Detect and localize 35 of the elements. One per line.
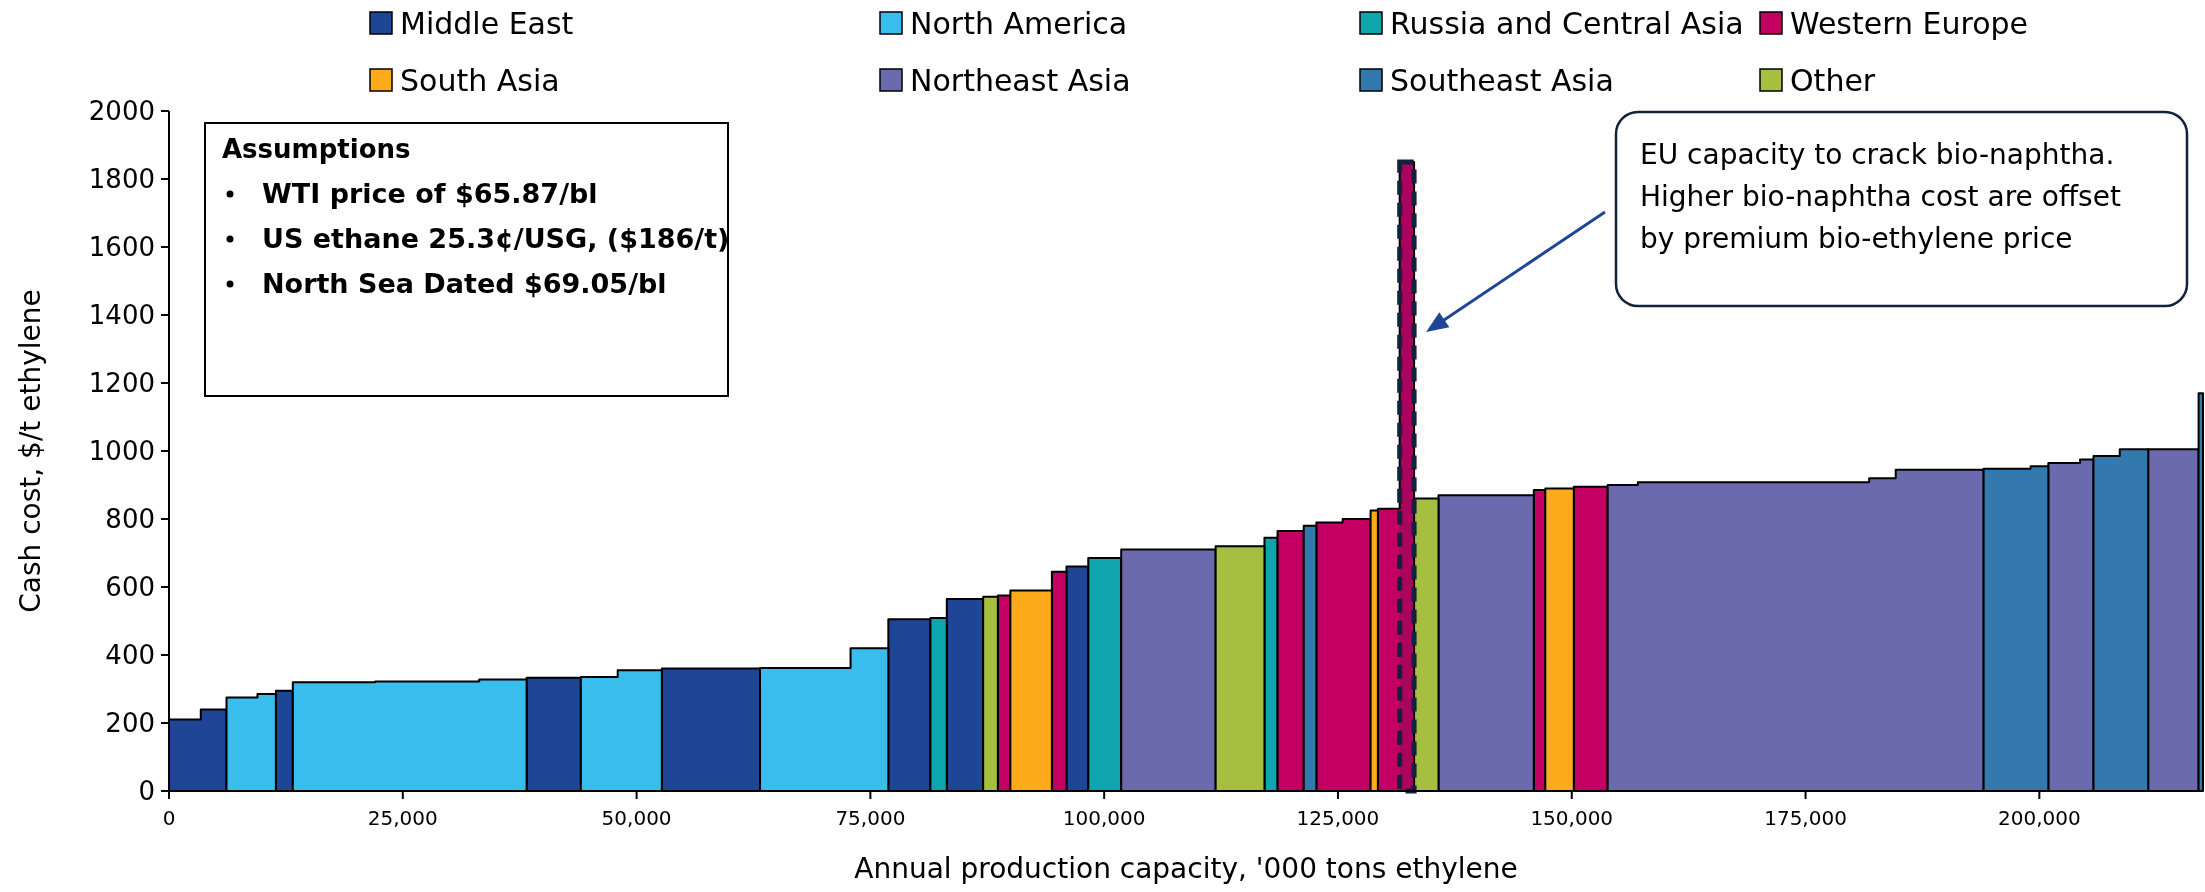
annotation: North Sea Dated $69.05/bl [262, 268, 667, 299]
legend-label: Western Europe [1790, 5, 2029, 41]
x-axis-title: Annual production capacity, '000 tons ethylene [854, 852, 1518, 885]
legend-label: North America [910, 5, 1128, 41]
annotation: EU capacity to crack bio-naphtha. Higher bio-naphtha cost are offset by premium bio-ethylene price [1640, 138, 2121, 255]
y-tick-label: 1000 [88, 436, 155, 467]
annotation: WTI price of $65.87/bl [262, 178, 598, 209]
x-tick-label: 200,000 [1997, 806, 2081, 830]
y-tick-label: 200 [105, 708, 155, 739]
y-tick-label: 1200 [88, 368, 155, 399]
x-tick-label: 125,000 [1296, 806, 1380, 830]
legend-label: Middle East [400, 5, 574, 41]
y-tick-label: 1400 [88, 300, 155, 331]
y-tick-label: 600 [105, 572, 155, 603]
x-tick-label: 100,000 [1062, 806, 1146, 830]
y-tick-label: 1800 [88, 164, 155, 195]
x-tick-label: 0 [162, 806, 176, 830]
y-axis-title: Cash cost, $/t ethylene [14, 289, 47, 613]
annotation: US ethane 25.3¢/USG, ($186/t) [262, 223, 730, 254]
annotation: Assumptions [222, 134, 411, 164]
x-tick-label: 75,000 [835, 806, 906, 830]
y-tick-label: 2000 [88, 96, 155, 127]
y-tick-label: 400 [105, 640, 155, 671]
legend-label: Northeast Asia [910, 62, 1131, 98]
legend-label: Other [1790, 62, 1876, 98]
x-tick-label: 175,000 [1764, 806, 1847, 830]
x-tick-label: 150,000 [1530, 806, 1614, 830]
y-tick-label: 800 [105, 504, 155, 535]
legend-label: Russia and Central Asia [1390, 5, 1744, 41]
x-tick-label: 50,000 [601, 806, 672, 830]
legend-label: Southeast Asia [1390, 62, 1614, 98]
y-tick-label: 0 [138, 776, 155, 807]
y-tick-label: 1600 [88, 232, 155, 263]
x-tick-label: 25,000 [367, 806, 438, 830]
legend-label: South Asia [400, 62, 560, 98]
